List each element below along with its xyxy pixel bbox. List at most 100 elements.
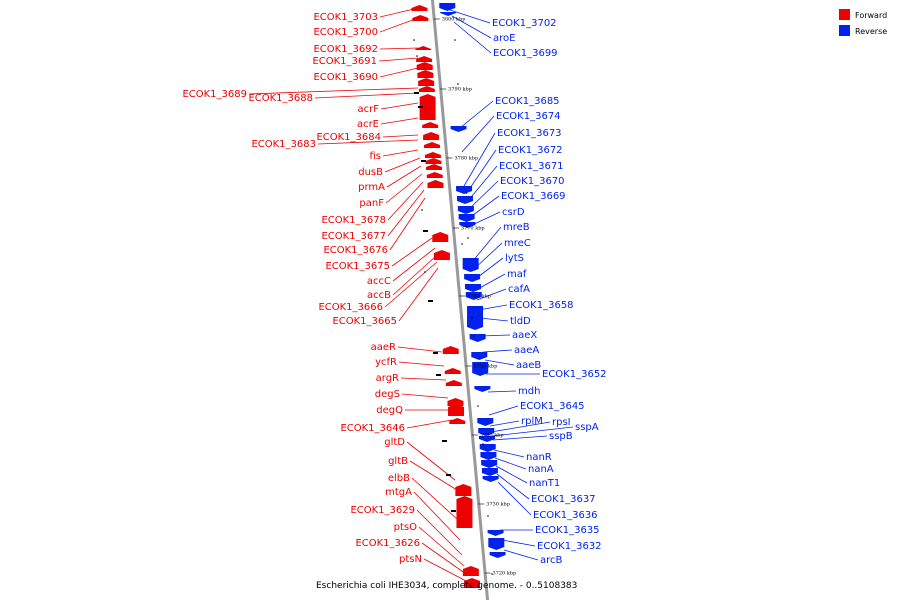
reverse-gene-feature [481,460,498,468]
forward-gene-feature [418,86,435,92]
leader-forward-mtga [413,491,461,541]
leader-forward-ecok1-3665 [398,267,439,322]
leader-reverse-mdh [487,390,517,393]
forward-gene-feature [462,566,479,576]
gene-label-ecok1-3691: ECOK1_3691 [312,56,377,67]
gene-label-aaex: aaeX [512,330,537,341]
gene-label-ecok1-3670: ECOK1_3670 [500,176,565,187]
scale-tick-label: 3770 kbp [461,226,485,232]
gene-label-ecok1-3692: ECOK1_3692 [313,44,378,55]
gene-label-ecok1-3676: ECOK1_3676 [323,245,388,256]
leader-reverse-aaeb [484,359,515,366]
forward-gene-feature [447,398,464,406]
gene-label-nanr: nanR [526,452,552,463]
reverse-gene-feature [477,418,494,426]
leader-forward-ecok1-3700 [379,17,419,33]
leader-reverse-rplm [489,420,520,427]
reverse-gene-feature [474,386,491,392]
leader-forward-accc [392,247,436,282]
leader-reverse-tldd [479,317,509,322]
minor-feature-dot [473,335,475,337]
forward-gene-feature [423,132,440,140]
reverse-gene-feature [456,196,473,204]
gene-label-ecok1-3646: ECOK1_3646 [340,423,405,434]
gene-label-ptsn: ptsN [399,554,422,565]
leader-forward-accb [392,255,437,296]
leader-reverse-ecok1-3673 [463,132,496,187]
legend-reverse-swatch [839,25,850,36]
reverse-gene-feature [478,428,495,436]
scale-tick-label: 3760 kbp [467,294,491,300]
gene-label-mrec: mreC [504,238,531,249]
forward-gene-feature [445,380,462,386]
reverse-gene-feature [465,284,482,292]
leader-reverse-ecok1-3685 [459,100,494,129]
genome-backbone [430,0,490,600]
reverse-gene-feature [440,12,457,16]
leader-reverse-ecok1-3645 [488,405,519,416]
gene-label-ycfr: ycfR [375,357,397,368]
reverse-gene-feature [456,186,473,194]
leader-reverse-rpsi [490,421,551,433]
scale-tick-label: 3720 kbp [493,571,517,577]
leader-reverse-nanr [493,449,525,458]
leader-forward-elbb [411,477,459,521]
leader-forward-degs [401,393,449,399]
minor-feature-dot [421,209,423,211]
forward-gene-feature [463,578,480,588]
gene-label-acre: acrE [357,119,379,130]
minor-feature-dot [477,405,479,407]
gene-label-ecok1-3683: ECOK1_3683 [251,139,316,150]
reverse-gene-feature [462,258,479,272]
forward-gene-feature [427,180,444,188]
gene-label-sspa: sspA [575,422,599,433]
forward-gene-feature [444,368,461,374]
gene-label-lyts: lytS [505,253,524,264]
gene-label-panf: panF [359,198,384,209]
scale-ticks: 3800 kbp 3790 kbp 3780 kbp 3770 kbp 3760 kbp… [433,17,517,577]
gene-label-ecok1-3690: ECOK1_3690 [313,72,378,83]
gene-label-ecok1-3632: ECOK1_3632 [537,541,602,552]
reverse-gene-feature [439,3,456,11]
gene-label-maf: maf [507,269,527,280]
gene-label-ecok1-3669: ECOK1_3669 [501,191,566,202]
scale-tick-label: 3740 kbp [480,433,504,439]
forward-gene-feature [455,484,472,496]
minor-feature-dot [467,237,469,239]
leader-forward-acrf [380,102,419,110]
reverse-gene-feature [487,530,504,536]
leader-forward-argr [400,377,447,381]
gene-label-elbb: elbB [388,473,410,484]
reverse-gene-feature [472,362,489,376]
reverse-gene-feature [482,476,499,482]
reverse-gene-feature [480,452,497,460]
leader-forward-ecok1-3689 [248,87,419,95]
forward-gene-feature [442,346,459,354]
scale-tick-label: 3790 kbp [448,87,472,93]
gene-label-ecok1-3666: ECOK1_3666 [318,302,383,313]
gene-label-ecok1-3685: ECOK1_3685 [495,96,560,107]
leader-reverse-sspa [491,426,574,437]
forward-gene-feature [412,15,429,21]
leader-forward-ecok1-3678 [387,181,424,221]
gene-label-fis: fis [369,151,381,162]
legend-forward-label: Forward [855,11,887,20]
leader-reverse-nana [494,457,527,470]
reverse-gene-feature [488,538,505,550]
gene-label-aaeb: aaeB [516,360,541,371]
minor-feature-mark [451,510,456,512]
gene-label-ecok1-3635: ECOK1_3635 [535,525,600,536]
leader-lines [248,7,574,583]
leader-reverse-mreb [471,226,502,263]
gene-label-ecok1-3684: ECOK1_3684 [316,132,381,143]
reverse-gene-feature [457,206,474,214]
gene-label-ptso: ptsO [394,522,417,533]
gene-label-argr: argR [376,373,399,384]
leader-reverse-ecok1-3702 [449,9,491,24]
reverse-gene-feature [479,444,496,452]
gene-label-nana: nanA [528,464,554,475]
leader-reverse-nant1 [495,465,528,484]
forward-gene-feature [419,94,436,120]
gene-label-ecok1-3702: ECOK1_3702 [492,18,557,29]
reverse-gene-feature [464,274,481,282]
